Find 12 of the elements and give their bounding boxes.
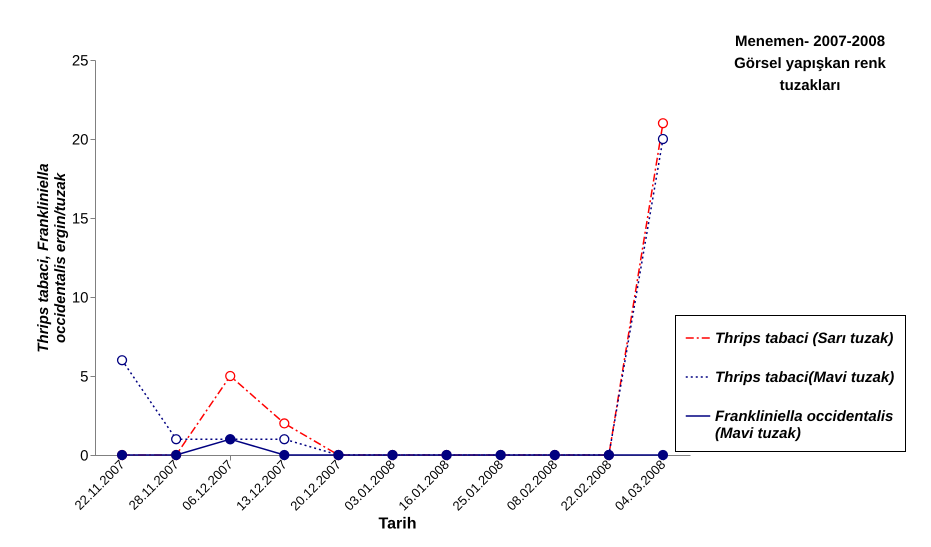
- y-tick-label: 25: [72, 52, 88, 70]
- y-tick-label: 5: [80, 368, 88, 386]
- legend-label: Thrips tabaci (Sarı tuzak): [715, 330, 894, 347]
- x-axis-title: Tarih: [378, 516, 416, 532]
- y-tick-label: 20: [72, 132, 88, 148]
- text: Menemen- 2007-2008 Görsel yapışkan renk tuzakları: [734, 33, 887, 94]
- legend-label: Thrips tabaci(Mavi tuzak): [715, 369, 894, 386]
- y-tick-label: 10: [72, 290, 88, 306]
- y-tick-label: 0: [80, 448, 88, 464]
- legend-label: Frankliniella occidentalis (Mavi tuzak): [715, 408, 894, 442]
- y-tick-label: 15: [72, 210, 88, 228]
- y-axis-title: Thrips tabaci, Frankliniella occidentalis ergin/tuzak: [34, 163, 69, 353]
